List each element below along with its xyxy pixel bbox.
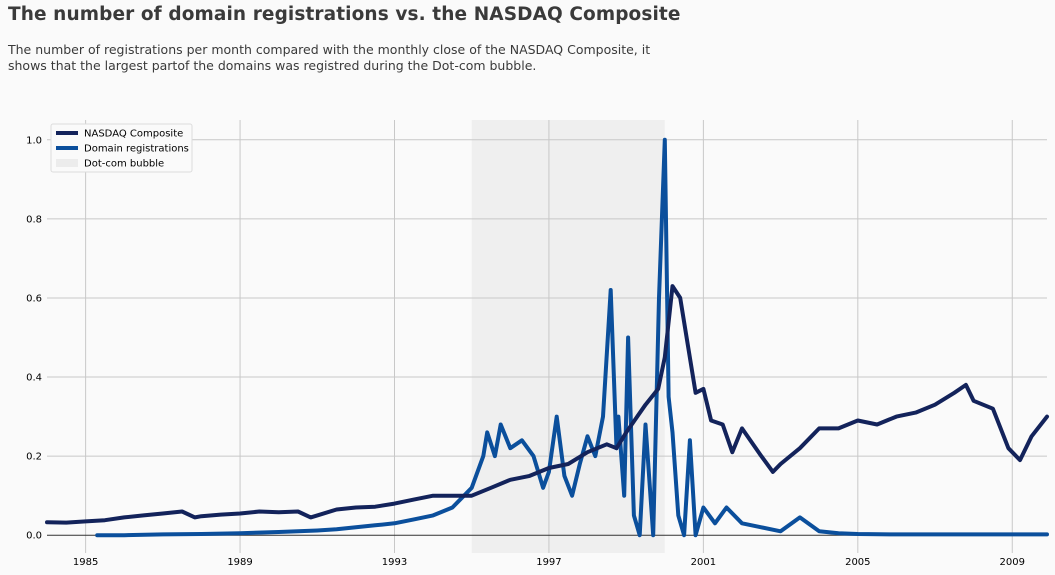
y-tick-label-2: 0.4 — [26, 373, 42, 384]
chart-subtitle: The number of registrations per month co… — [8, 42, 650, 73]
series-line-domain-registrations — [95, 137, 1049, 538]
gridlines — [47, 120, 1047, 553]
y-tick-label-3: 0.6 — [26, 293, 42, 304]
series-line-nasdaq-composite — [45, 284, 1049, 525]
x-tick-label-4: 2001 — [691, 557, 716, 568]
y-tick-label-0: 0.0 — [26, 531, 42, 542]
x-tick-label-1: 1989 — [227, 557, 252, 568]
legend-label-nasdaq-composite: NASDAQ Composite — [84, 129, 183, 140]
legend-swatch-dot-com-bubble — [56, 159, 78, 167]
y-tick-label-5: 1.0 — [26, 135, 42, 146]
series-lines — [45, 137, 1049, 538]
legend-box — [50, 123, 193, 173]
y-tick-label-1: 0.2 — [26, 452, 42, 463]
x-tick-label-2: 1993 — [382, 557, 407, 568]
x-tick-label-0: 1985 — [73, 557, 98, 568]
x-tick-label-6: 2009 — [1000, 557, 1025, 568]
tick-labels: 1985 1989 1993 1997 2001 2005 2009 0.0 0.2 0.4 0.6… — [26, 135, 1025, 568]
legend-label-dot-com-bubble: Dot-com bubble — [84, 159, 164, 170]
chart-title: The number of domain registrations vs. t… — [8, 4, 681, 25]
legend-label-domain-registrations: Domain registrations — [84, 144, 189, 155]
y-tick-label-4: 0.8 — [26, 214, 42, 225]
x-tick-label-3: 1997 — [536, 557, 561, 568]
chart-subtitle-line-1: The number of registrations per month co… — [8, 42, 651, 57]
legend: NASDAQ Composite Domain registrations Dot-… — [50, 123, 193, 173]
chart-subtitle-line-2: shows that the largest partof the domain… — [8, 57, 537, 73]
x-tick-label-5: 2005 — [845, 557, 870, 568]
